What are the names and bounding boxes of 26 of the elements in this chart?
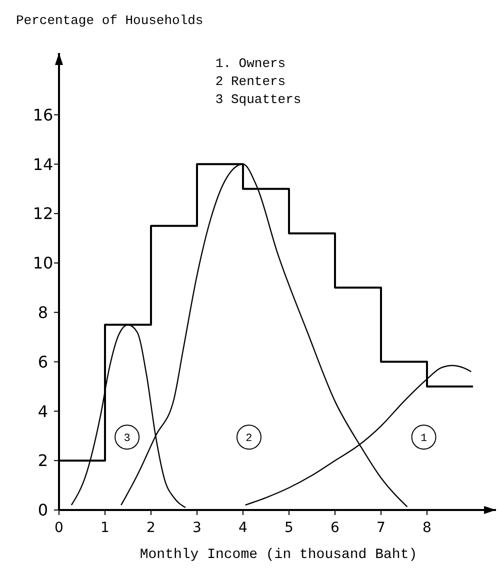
x-tick-label: 0 [54, 520, 64, 536]
y-tick-label: 0 [38, 500, 48, 520]
annotation: 3 Squatters [215, 92, 302, 107]
x-tick-label: 3 [192, 520, 202, 536]
annotation: 3 [124, 432, 130, 445]
x-tick-label: 1 [100, 520, 110, 536]
y-tick-label: 14 [32, 154, 54, 174]
x-tick-label: 5 [284, 520, 294, 536]
x-tick-label: 6 [330, 520, 340, 536]
x-tick-label: 8 [422, 520, 432, 536]
y-tick-label: 6 [38, 352, 48, 372]
y-tick-label: 4 [38, 402, 48, 421]
y-axis-title: Percentage of Households [16, 13, 204, 28]
y-tick-label: 16 [32, 105, 54, 124]
annotation: 1. Owners [215, 56, 286, 71]
annotation: 1 [420, 432, 428, 445]
x-axis-title: Monthly Income (in thousand Baht) [140, 547, 418, 563]
x-tick-label: 4 [238, 520, 248, 536]
annotation: 2 [246, 432, 252, 445]
y-tick-label: 8 [38, 302, 48, 322]
y-tick-label: 2 [38, 451, 48, 470]
annotation: 2 Renters [215, 74, 286, 89]
x-tick-label: 7 [376, 520, 386, 536]
y-tick-label: 12 [32, 204, 54, 224]
x-tick-label: 2 [146, 520, 156, 536]
y-tick-label: 10 [32, 254, 54, 273]
